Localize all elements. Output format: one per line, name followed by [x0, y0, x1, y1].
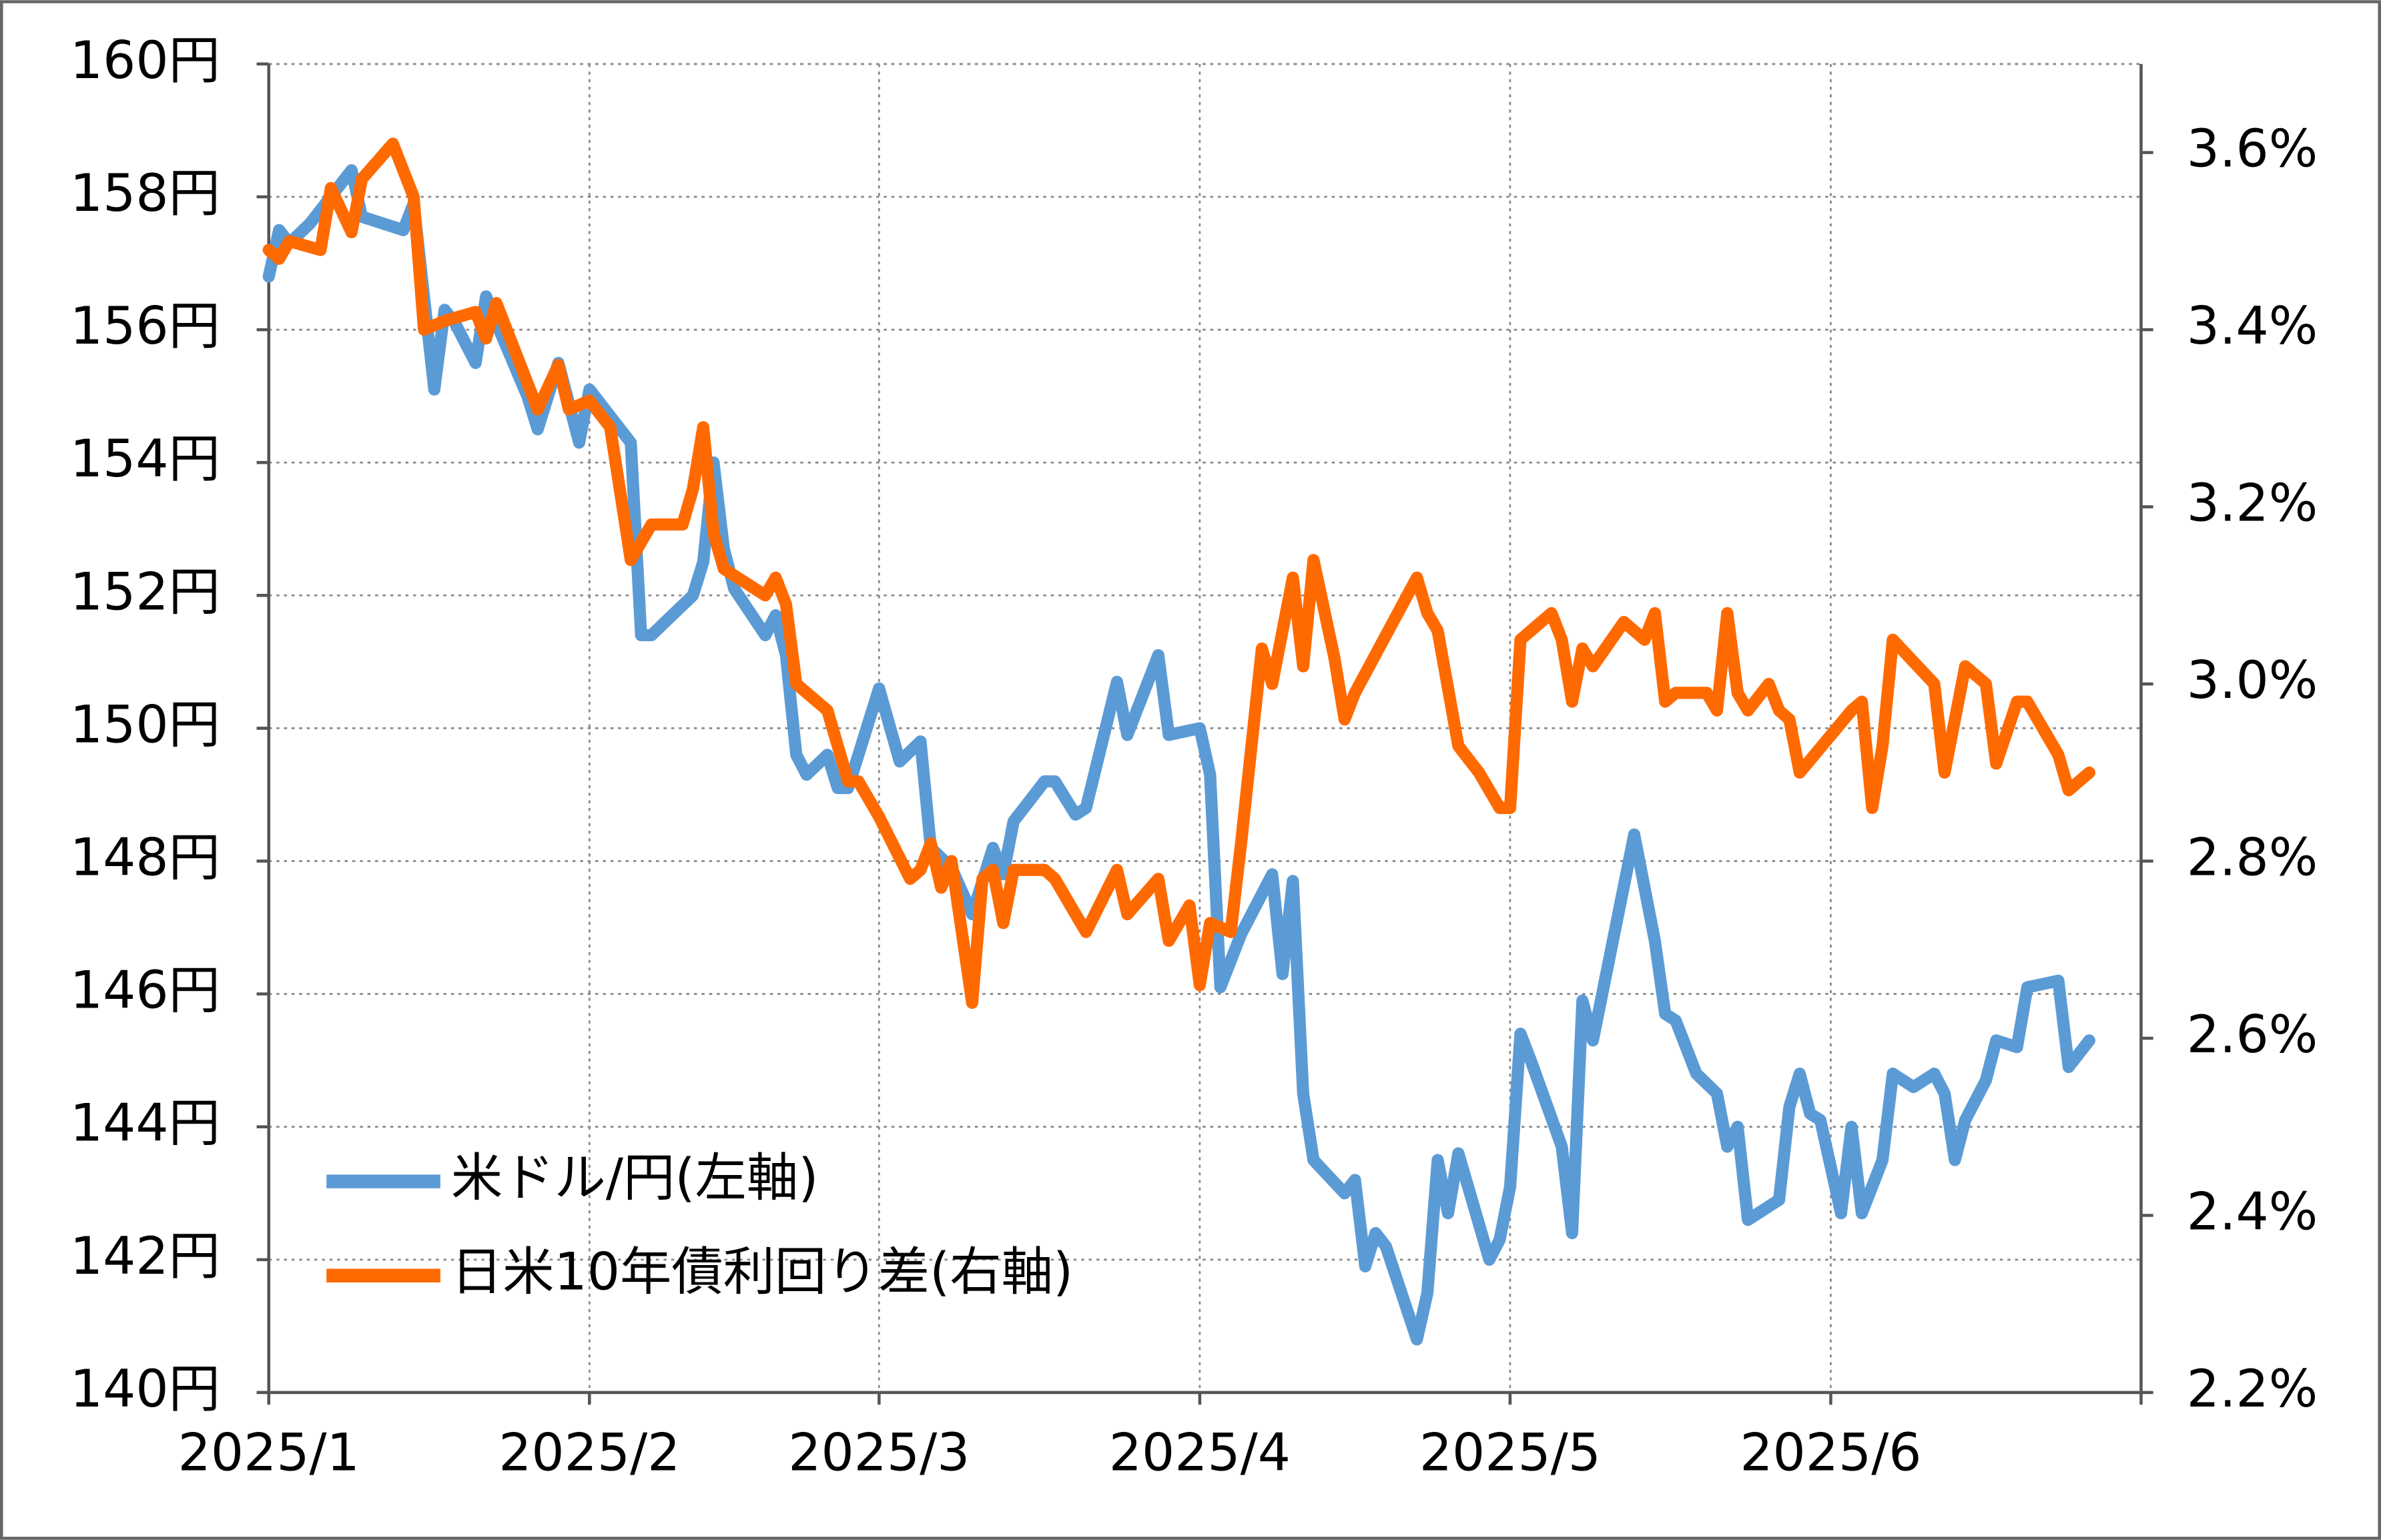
x-tick-label: 2025/5 [1419, 1423, 1601, 1483]
y-tick-label: 146円 [70, 961, 220, 1021]
series-line [262, 137, 2095, 1009]
y2-tick-label: 2.2% [2187, 1359, 2318, 1419]
y2-tick-label: 2.6% [2187, 1005, 2318, 1065]
y-tick-label: 140円 [70, 1359, 220, 1419]
y2-tick-label: 3.6% [2187, 119, 2318, 179]
x-tick-label: 2025/3 [788, 1423, 970, 1483]
y-tick-label: 154円 [70, 429, 220, 489]
y2-tick-label: 3.2% [2187, 474, 2318, 534]
x-tick-label: 2025/4 [1109, 1423, 1291, 1483]
legend-label: 日米10年債利回り差(右軸) [451, 1242, 1073, 1302]
y-tick-label: 150円 [70, 695, 220, 755]
x-tick-label: 2025/6 [1740, 1423, 1921, 1483]
y-tick-label: 142円 [70, 1226, 220, 1286]
x-tick-label: 2025/2 [498, 1423, 680, 1483]
y-tick-label: 158円 [70, 163, 220, 224]
y-tick-label: 144円 [70, 1094, 220, 1154]
y2-tick-label: 3.0% [2187, 651, 2318, 711]
y2-tick-label: 3.4% [2187, 296, 2318, 356]
x-tick-label: 2025/1 [178, 1423, 360, 1483]
series-line [262, 164, 2095, 1346]
y-tick-label: 160円 [70, 31, 220, 91]
y2-tick-label: 2.4% [2187, 1182, 2318, 1242]
legend-label: 米ドル/円(左軸) [451, 1148, 819, 1208]
y2-tick-label: 2.8% [2187, 828, 2318, 888]
y-tick-label: 152円 [70, 562, 220, 622]
y-tick-label: 148円 [70, 828, 220, 888]
y-tick-label: 156円 [70, 296, 220, 356]
